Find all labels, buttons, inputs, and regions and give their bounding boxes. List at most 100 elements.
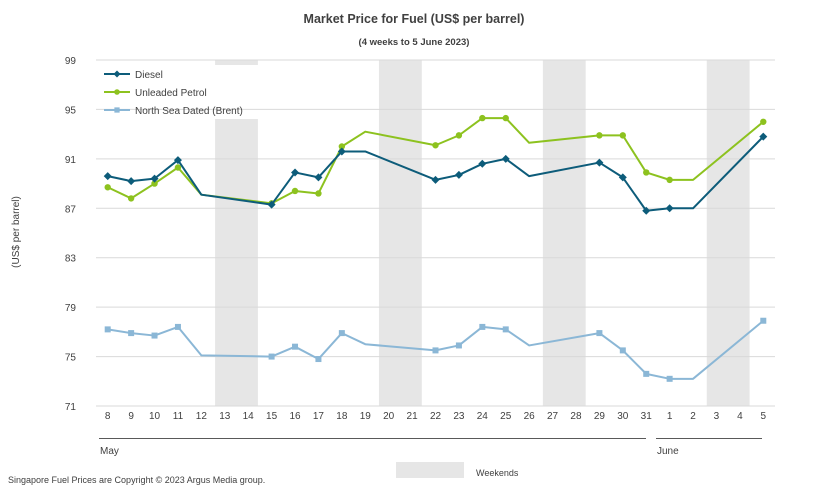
data-point [174,323,181,330]
data-point [454,170,463,179]
data-point [128,330,135,337]
x-tick-label: 15 [266,411,278,422]
x-tick-label: 31 [641,411,653,422]
weekend-band [215,60,258,65]
legend: Diesel Unleaded Petrol North Sea Dated (Br… [104,70,243,117]
x-tick-label: 18 [336,411,348,422]
x-tick-label: 13 [219,411,231,422]
weekend-band [542,60,586,406]
data-point [502,114,509,122]
data-point [666,176,673,184]
data-point [173,156,182,165]
data-point [104,184,111,191]
data-point [314,173,323,182]
data-point [759,132,768,141]
data-point [315,190,322,197]
weekend-band [706,60,750,406]
data-point [127,177,136,186]
series-line [107,117,764,205]
weekend-legend-label: Weekends [476,468,519,478]
data-point [455,342,462,349]
data-point [643,370,650,377]
data-point [642,206,651,215]
chart-title: Market Price for Fuel (US$ per barrel) [304,12,525,26]
y-tick-label: 71 [65,402,77,413]
data-point [479,114,486,122]
month-label: May [100,446,119,457]
x-tick-label: 22 [430,411,442,422]
gridlines [96,59,775,407]
month-label: June [657,446,679,457]
y-tick-label: 75 [65,353,77,364]
data-point [267,200,276,209]
month-axis: May June [99,438,762,457]
x-tick-label: 16 [289,411,301,422]
weekend-band [215,119,258,406]
x-tick-label: 5 [761,411,767,422]
x-tick-label: 20 [383,411,395,422]
x-tick-label: 4 [737,411,743,422]
copyright-footer: Singapore Fuel Prices are Copyright © 20… [8,475,265,485]
data-point [432,142,439,149]
x-tick-label: 12 [196,411,208,422]
x-tick-label: 28 [570,411,582,422]
data-point [114,107,120,113]
weekend-legend-swatch [396,462,464,478]
weekend-band [378,60,422,406]
data-point [760,118,767,125]
data-point [479,323,486,330]
data-point [104,326,111,333]
data-point [113,70,121,78]
x-tick-label: 30 [617,411,629,422]
data-point [291,168,300,177]
x-tick-labels: 8 9 10 11 12 13 14 15 16 17 18 19 20 21 22 23 24 25 26 27 28… [105,411,767,422]
data-point [150,174,159,183]
data-point [596,132,603,139]
x-tick-label: 9 [128,411,134,422]
data-point [619,347,626,354]
data-point [127,195,135,202]
x-tick-label: 14 [243,411,255,422]
data-point [501,154,510,163]
y-tick-label: 83 [65,254,77,265]
data-point [431,175,440,184]
data-point [502,326,509,333]
x-tick-label: 10 [149,411,161,422]
data-point [619,132,627,139]
data-point [268,353,275,360]
data-point [760,317,767,324]
data-point [291,187,299,195]
chart-subtitle: (4 weeks to 5 June 2023) [359,37,470,48]
x-tick-label: 29 [594,411,606,422]
x-tick-label: 11 [173,411,184,422]
legend-label: North Sea Dated (Brent) [135,106,243,117]
data-point [432,347,439,354]
x-tick-label: 19 [360,411,372,422]
data-point [103,172,112,181]
x-tick-label: 23 [453,411,465,422]
data-point [174,164,182,171]
x-tick-label: 1 [667,411,673,422]
x-tick-label: 17 [313,411,325,422]
legend-label: Diesel [135,70,163,81]
data-point [337,147,346,156]
x-tick-label: 25 [500,411,512,422]
series-lines [103,114,768,382]
legend-label: Unleaded Petrol [135,88,207,99]
data-point [151,180,158,187]
y-tick-label: 87 [65,204,77,215]
x-tick-label: 26 [524,411,536,422]
data-point [666,375,673,382]
data-point [596,330,603,337]
data-point [665,204,674,213]
data-point [643,169,650,176]
x-tick-label: 8 [105,411,111,422]
y-tick-label: 95 [65,105,77,116]
data-point [315,356,322,363]
y-tick-label: 79 [65,303,77,314]
data-point [292,343,299,350]
data-point [338,143,346,150]
x-tick-label: 21 [407,411,419,422]
x-tick-label: 2 [690,411,696,422]
